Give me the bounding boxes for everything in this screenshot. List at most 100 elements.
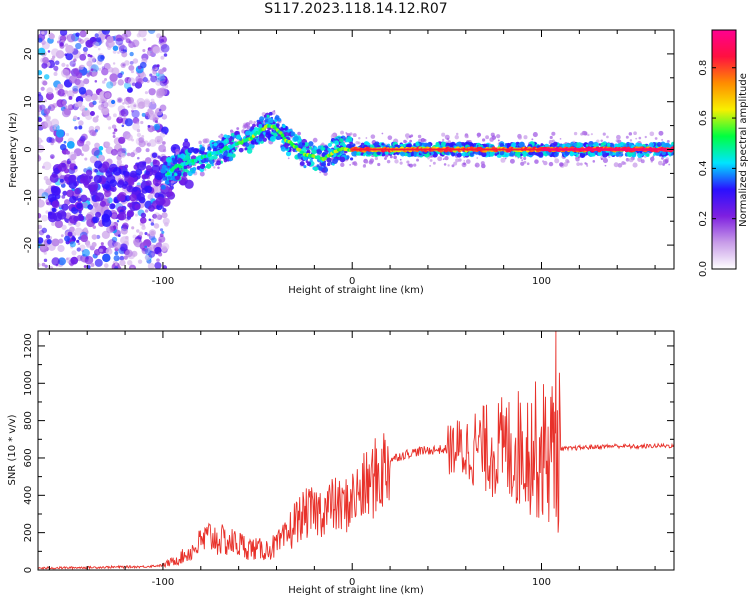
spectrogram-cell (246, 148, 253, 154)
spectrogram-cell (192, 147, 199, 154)
spectrogram-cell (244, 142, 250, 147)
spectrogram-cell (266, 114, 270, 118)
spectrogram-cell (340, 130, 344, 135)
spectrogram-cell (406, 137, 409, 140)
spectrogram-cell (625, 157, 630, 162)
spectrogram-cell (625, 135, 629, 139)
spectrogram-cell (485, 135, 490, 140)
spectrogram-cell (534, 159, 539, 164)
spectrogram-cell (321, 161, 327, 167)
spectrogram-cell (153, 212, 161, 220)
spectrogram-cell (551, 131, 556, 136)
spectrogram-cell (566, 160, 570, 164)
spectrogram-cell (144, 91, 149, 95)
spectrogram-cell (126, 152, 131, 157)
spectrogram-cell (63, 168, 70, 174)
spectrogram-cell (597, 151, 603, 157)
spectrogram-y-tick-label: -10 (23, 189, 34, 205)
spectrogram-cell (179, 168, 182, 171)
spectrogram-cell (43, 108, 51, 115)
spectrogram-cell (63, 140, 67, 144)
spectrogram-cell (285, 151, 292, 157)
spectrogram-cell (548, 161, 554, 167)
spectrogram-cell (98, 104, 104, 111)
spectrogram-cell (134, 81, 143, 89)
spectrogram-cell (61, 203, 69, 211)
spectrogram-cell (94, 80, 98, 83)
spectrogram-cell (582, 130, 587, 136)
spectrogram-cell (38, 224, 43, 230)
spectrogram-cell (131, 250, 138, 257)
spectrogram-cell (374, 156, 379, 161)
spectrogram-cell (61, 108, 71, 118)
spectrogram-cell (381, 132, 384, 135)
spectrogram-cell (405, 140, 408, 143)
spectrogram-cell (94, 168, 99, 173)
spectrogram-cell (41, 262, 46, 267)
spectrogram-cell (253, 126, 259, 133)
spectrogram-cell (531, 138, 534, 141)
spectrogram-cell (51, 238, 60, 247)
spectrogram-cell (124, 171, 130, 177)
spectrogram-cell (72, 63, 76, 67)
spectrogram-cell (213, 142, 218, 147)
spectrogram-cell (42, 80, 48, 86)
spectrogram-cell (574, 156, 578, 160)
spectrogram-cell (158, 87, 168, 96)
spectrogram-cell (377, 162, 381, 167)
spectrogram-cell (100, 242, 104, 246)
snr-x-tick-label: 0 (349, 577, 355, 588)
spectrogram-cell (253, 120, 257, 124)
spectrogram-cell (59, 42, 64, 47)
spectrogram-cell (86, 243, 91, 248)
spectrogram-cell (48, 33, 55, 40)
spectrogram-cell (353, 162, 358, 167)
spectrogram-cell (343, 144, 347, 147)
spectrogram-cell (132, 58, 139, 64)
spectrogram-cell (363, 163, 366, 167)
spectrogram-cell (45, 92, 54, 101)
spectrogram-cell (224, 152, 227, 156)
spectrogram-cell (98, 67, 102, 71)
spectrogram-cell (223, 138, 229, 144)
spectrogram-cell (102, 253, 111, 263)
spectrogram-cell (413, 143, 417, 147)
spectrogram-cell (127, 86, 133, 93)
spectrogram-cell (145, 180, 152, 187)
spectrogram-cell (223, 134, 228, 139)
spectrogram-cell (84, 107, 88, 111)
spectrogram-cell (559, 162, 564, 167)
spectrogram-cell (606, 142, 611, 147)
spectrogram-cell (71, 250, 77, 256)
spectrogram-cell (633, 131, 637, 136)
spectrogram-cell (162, 265, 168, 269)
spectrogram-cell (108, 126, 112, 130)
spectrogram-cell (156, 129, 160, 133)
spectrogram-cell (145, 148, 150, 153)
spectrogram-cell (38, 188, 46, 197)
spectrogram-cell (85, 169, 93, 176)
spectrogram-cell (113, 128, 118, 132)
spectrogram-cell (649, 131, 655, 137)
spectrogram-cell (140, 120, 144, 125)
spectrogram-cell (83, 265, 87, 268)
spectrogram-cell (95, 36, 102, 43)
spectrogram-cell (148, 250, 156, 258)
spectrogram-cell (399, 158, 402, 161)
spectrogram-cell (70, 256, 79, 265)
spectrogram-cell (98, 154, 103, 160)
spectrogram-cell (384, 157, 387, 160)
spectrogram-cell (62, 100, 67, 105)
spectrogram-cell (409, 163, 413, 168)
spectrogram-cell (149, 247, 153, 251)
spectrogram-cell (537, 151, 544, 158)
spectrogram-cell (309, 158, 313, 162)
spectrogram-cell (106, 35, 114, 44)
spectrogram-cell (77, 100, 83, 107)
spectrogram-cell (105, 170, 113, 178)
spectrogram-cell (422, 142, 426, 146)
spectrogram-cell (118, 43, 125, 50)
spectrogram-cell (244, 147, 248, 151)
spectrogram-cell (144, 209, 149, 213)
spectrogram-cell (87, 53, 91, 58)
